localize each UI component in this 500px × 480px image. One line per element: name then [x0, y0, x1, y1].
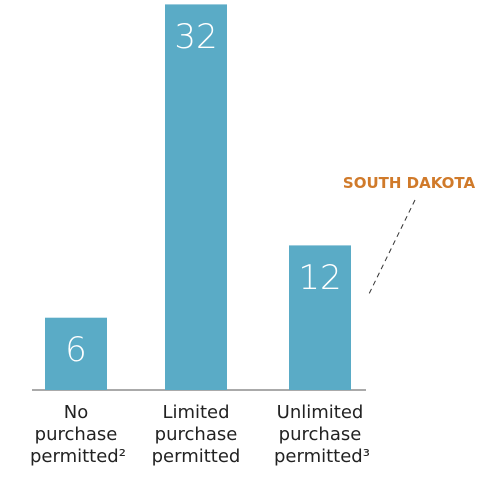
value-label: 32 — [174, 17, 217, 57]
category-label: Limited purchase permitted — [151, 402, 241, 467]
bar — [165, 4, 227, 391]
bar — [289, 245, 351, 390]
category-label: Unlimited purchase permitted³ — [274, 402, 370, 467]
value-label: 12 — [298, 258, 341, 298]
bar — [45, 317, 107, 390]
annotation-leader — [367, 199, 416, 297]
category-label: No purchase permitted² — [30, 402, 126, 467]
value-label: 6 — [65, 330, 87, 370]
annotation: SOUTH DAKOTA — [343, 174, 476, 192]
